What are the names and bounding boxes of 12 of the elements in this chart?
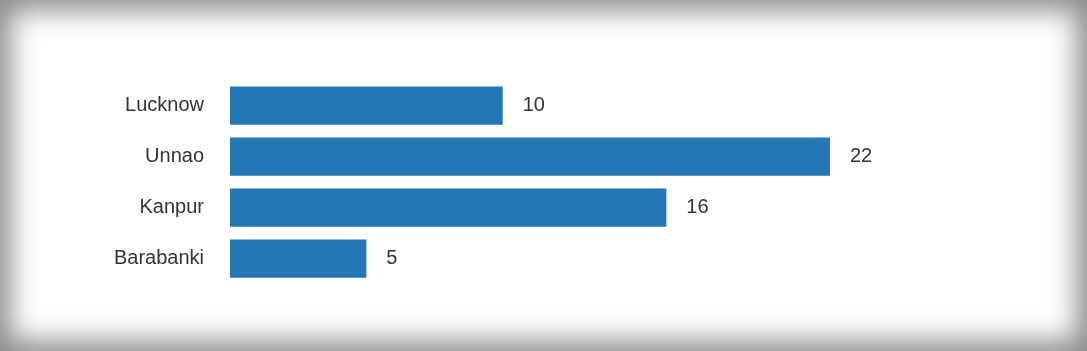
data-label: 22: [850, 144, 873, 167]
bar: [230, 86, 503, 125]
bar: [230, 137, 830, 176]
data-label: 10: [522, 93, 545, 116]
y-tick-label: Lucknow: [125, 93, 205, 116]
y-tick-label: Kanpur: [139, 195, 205, 218]
bar: [230, 239, 367, 278]
bar: [230, 188, 667, 227]
data-label: 5: [386, 246, 398, 269]
y-tick-label: Unnao: [145, 144, 204, 167]
y-tick-label: Barabanki: [113, 246, 204, 269]
data-label: 16: [686, 195, 709, 218]
